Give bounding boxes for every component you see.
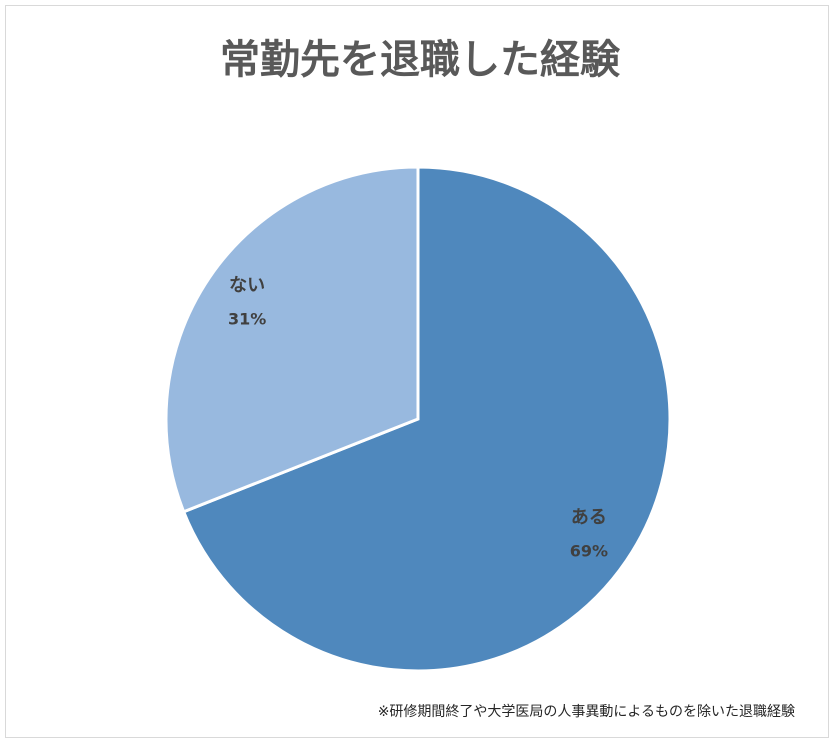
- slice-value-label: 31%: [228, 309, 266, 328]
- footnote: ※研修期間終了や大学医局の人事異動によるものを除いた退職経験: [378, 704, 795, 720]
- slice-category-label: ある: [571, 507, 607, 528]
- pie-slice: [164, 165, 420, 514]
- slice-category-label: ない: [229, 275, 265, 296]
- slice-value-label: 69%: [570, 542, 608, 561]
- pie-slice: [181, 165, 672, 673]
- chart-title: 常勤先を退職した経験: [220, 37, 621, 83]
